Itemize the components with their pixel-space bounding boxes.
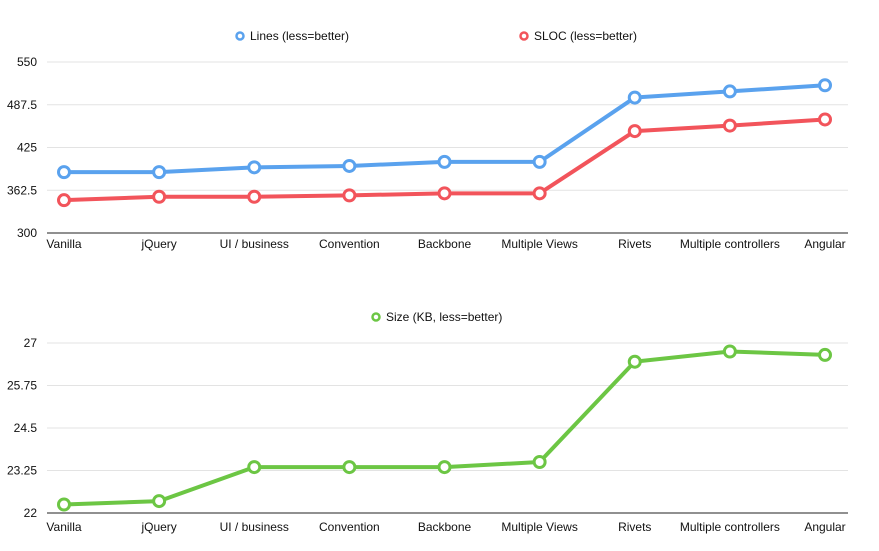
legend-marker-icon [519, 31, 529, 41]
y-tick-label: 24.5 [14, 421, 38, 435]
data-point [57, 165, 71, 180]
data-point [627, 124, 642, 139]
x-tick-label: Multiple Views [501, 520, 577, 534]
data-point [342, 188, 357, 203]
legend-item: Size (KB, less=better) [371, 310, 502, 324]
x-tick-label: Convention [319, 237, 380, 251]
y-tick-label: 550 [17, 55, 37, 69]
x-tick-label: Multiple controllers [680, 237, 780, 251]
data-point [152, 189, 167, 204]
chart-2: 22 23.25 24.5 25.75 27 Vanilla jQuery UI / busi… [7, 310, 848, 534]
x-tick-label: Backbone [418, 237, 472, 251]
data-point [152, 494, 167, 509]
legend-marker-icon [371, 312, 381, 322]
legend-marker-icon [235, 31, 245, 41]
y-tick-label: 22 [24, 506, 38, 520]
y-tick-label: 487.5 [7, 98, 37, 112]
x-tick-label: Multiple Views [501, 237, 577, 251]
x-tick-label: Angular [804, 520, 845, 534]
legend-item: SLOC (less=better) [519, 29, 637, 43]
y-tick-label: 25.75 [7, 379, 37, 393]
data-point [722, 118, 737, 133]
data-point [342, 158, 357, 173]
x-tick-label: Rivets [618, 520, 651, 534]
data-point [437, 154, 452, 169]
data-point [722, 84, 737, 99]
data-point [57, 497, 71, 512]
x-tick-label: Vanilla [46, 237, 81, 251]
x-tick-label: Convention [319, 520, 380, 534]
data-point [437, 460, 452, 475]
data-point [247, 160, 262, 175]
x-tick-label: jQuery [140, 237, 176, 251]
y-tick-label: 23.25 [7, 464, 37, 478]
y-tick-label: 27 [24, 336, 38, 350]
series [57, 78, 832, 180]
data-point [532, 186, 547, 201]
data-point [437, 186, 452, 201]
x-tick-label: UI / business [220, 520, 289, 534]
chart-1: 300 362.5 425 487.5 550 Vanilla jQuery UI / bus… [7, 29, 848, 251]
data-point [342, 460, 357, 475]
data-point [247, 460, 262, 475]
y-tick-label: 300 [17, 226, 37, 240]
series [57, 344, 832, 512]
data-point [532, 154, 547, 169]
data-point [152, 165, 167, 180]
legend-item: Lines (less=better) [235, 29, 349, 43]
x-tick-label: Rivets [618, 237, 651, 251]
legend-label: Size (KB, less=better) [386, 310, 502, 324]
y-tick-label: 362.5 [7, 183, 37, 197]
legend-label: Lines (less=better) [250, 29, 349, 43]
data-point [627, 90, 642, 105]
data-point [57, 193, 71, 208]
data-point [818, 78, 832, 93]
data-point [627, 354, 642, 369]
x-tick-label: jQuery [140, 520, 176, 534]
y-tick-label: 425 [17, 141, 37, 155]
data-point [722, 344, 737, 359]
x-tick-label: Backbone [418, 520, 472, 534]
x-tick-label: UI / business [220, 237, 289, 251]
data-point [247, 189, 262, 204]
data-point [818, 347, 832, 362]
data-point [818, 112, 832, 127]
x-tick-label: Angular [804, 237, 845, 251]
series [57, 112, 832, 208]
x-tick-label: Multiple controllers [680, 520, 780, 534]
data-point [532, 455, 547, 469]
x-tick-label: Vanilla [46, 520, 81, 534]
legend-label: SLOC (less=better) [534, 29, 637, 43]
